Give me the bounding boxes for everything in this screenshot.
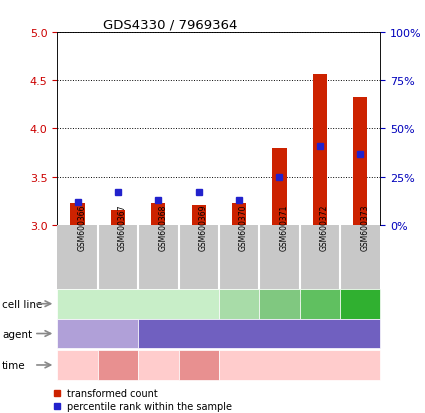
Text: 16
months: 16 months <box>99 354 136 376</box>
Text: QGP: QGP <box>350 299 371 309</box>
Bar <box>353 97 367 225</box>
Bar <box>138 225 178 289</box>
Text: 10
months: 10 months <box>140 354 177 376</box>
Text: time: time <box>2 360 26 370</box>
Text: GSM600369: GSM600369 <box>198 204 208 250</box>
Text: NCIH_72
0: NCIH_72 0 <box>258 293 300 315</box>
Bar <box>232 204 246 225</box>
Text: GSM600373: GSM600373 <box>360 204 369 250</box>
Text: CNDT2.5: CNDT2.5 <box>116 299 160 309</box>
Bar <box>259 225 300 289</box>
Bar <box>71 204 85 225</box>
Text: GSM600371: GSM600371 <box>280 204 289 250</box>
Bar <box>272 148 286 225</box>
Bar <box>178 225 219 289</box>
Text: NCIH_72
7: NCIH_72 7 <box>299 293 341 315</box>
Text: agent: agent <box>2 329 32 339</box>
Text: 10
months: 10 months <box>59 354 96 376</box>
Text: GSM600370: GSM600370 <box>239 204 248 250</box>
Bar <box>151 204 165 225</box>
Bar <box>340 225 380 289</box>
Text: GSM600366: GSM600366 <box>77 204 87 250</box>
Text: octreotide: octreotide <box>73 329 122 339</box>
Text: n/a: n/a <box>292 360 307 370</box>
Title: GDS4330 / 7969364: GDS4330 / 7969364 <box>103 19 238 32</box>
Text: cell line: cell line <box>2 299 42 309</box>
Text: GSM600372: GSM600372 <box>320 204 329 250</box>
Text: untreated: untreated <box>235 329 283 339</box>
Bar <box>98 225 138 289</box>
Text: GSM600367: GSM600367 <box>118 204 127 250</box>
Bar <box>300 225 340 289</box>
Bar <box>313 75 327 225</box>
Text: 16
months: 16 months <box>180 354 217 376</box>
Text: KRJ-1: KRJ-1 <box>227 299 252 309</box>
Text: percentile rank within the sample: percentile rank within the sample <box>67 401 232 411</box>
Text: GSM600368: GSM600368 <box>158 204 167 250</box>
Bar <box>192 206 206 225</box>
Bar <box>219 225 259 289</box>
Bar <box>57 225 98 289</box>
Bar <box>111 211 125 225</box>
Text: transformed count: transformed count <box>67 388 158 398</box>
